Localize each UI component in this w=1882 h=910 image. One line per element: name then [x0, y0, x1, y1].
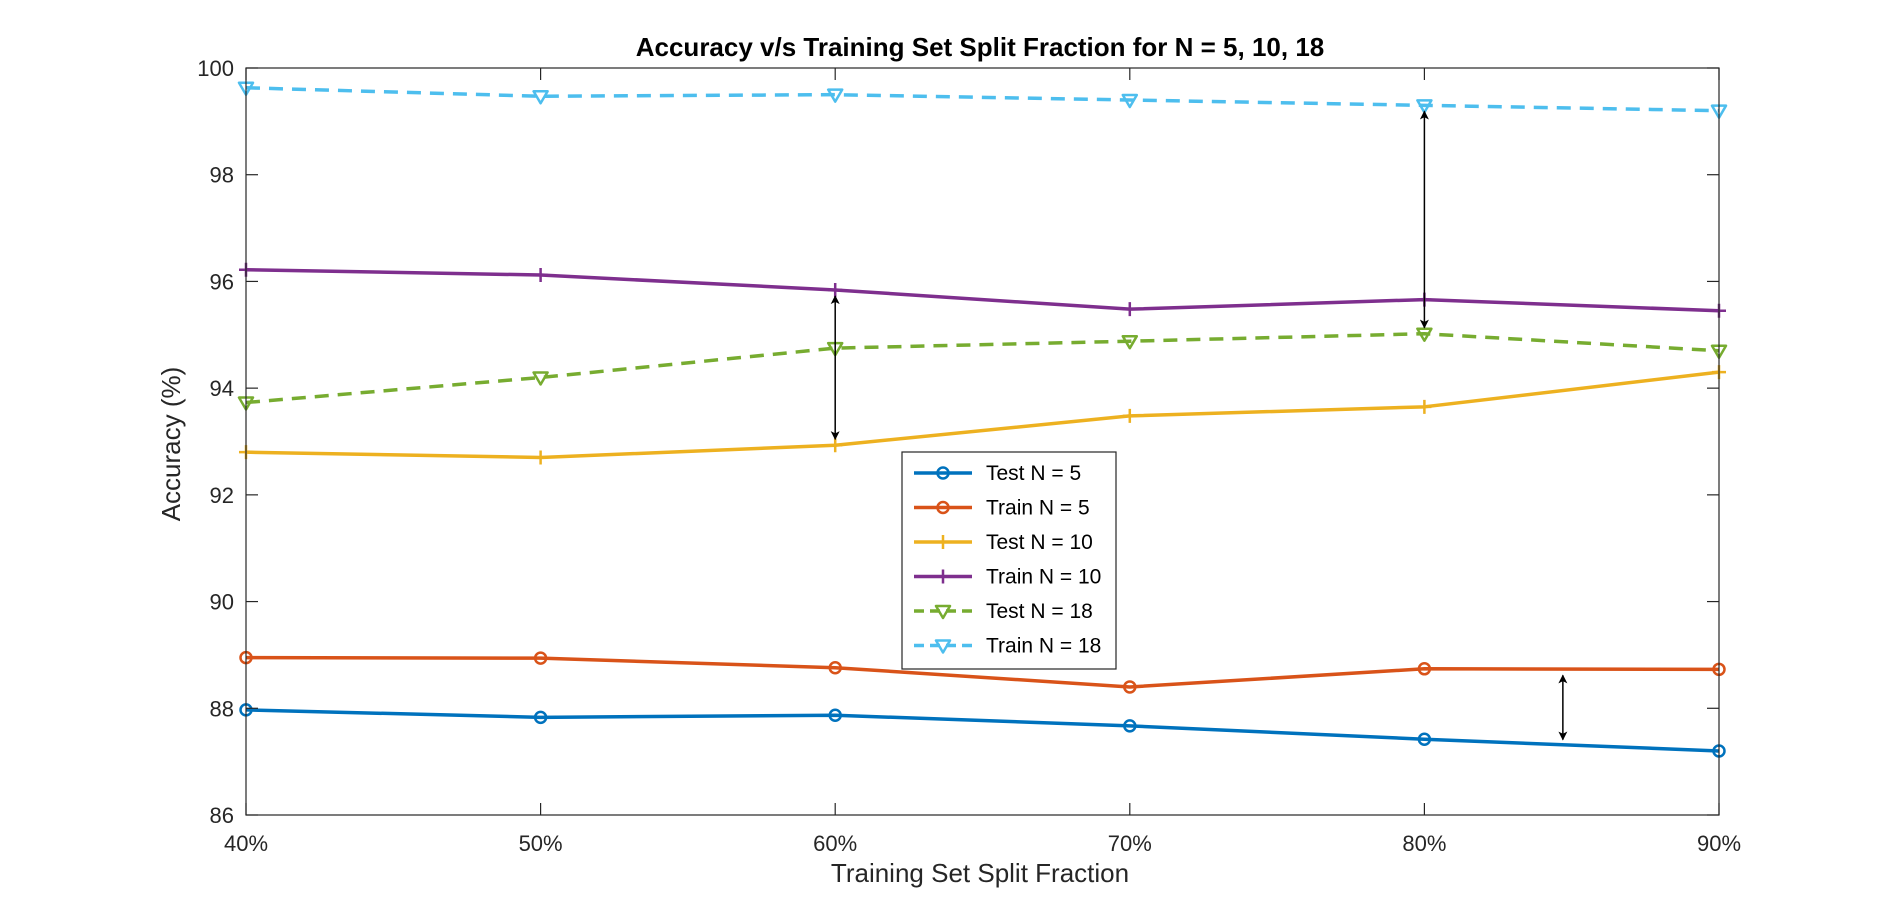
legend-label: Train N = 18: [986, 635, 1101, 658]
y-tick-label: 94: [210, 376, 234, 401]
legend-box: [901, 451, 1117, 670]
data-point: [533, 450, 548, 465]
data-point: [828, 282, 843, 297]
series-train-n-10: [239, 262, 1726, 318]
data-point: [828, 438, 843, 453]
series-line: [245, 267, 1720, 313]
series-test-n-10: [239, 365, 1726, 465]
y-axis-title: Accuracy (%): [156, 367, 186, 522]
data-point: [828, 708, 842, 722]
plot-area: [237, 81, 1728, 758]
series-test-n-5: [239, 703, 1726, 758]
legend-entry: Train N = 10: [914, 566, 1101, 589]
y-tick-label: 100: [197, 56, 234, 81]
series-line: [245, 655, 1720, 689]
axes-box: [245, 67, 1720, 816]
legend-label: Train N = 10: [986, 566, 1101, 589]
data-point: [533, 268, 548, 283]
y-tick-label: 86: [210, 803, 234, 828]
data-point: [1417, 662, 1432, 676]
legend-marker: [936, 500, 950, 515]
legend-entry: Train N = 18: [914, 635, 1101, 658]
data-point: [532, 371, 549, 386]
legend-entry: Test N = 10: [914, 531, 1093, 554]
x-tick-label: 40%: [224, 831, 268, 856]
series-line: [245, 85, 1720, 113]
series-line: [245, 708, 1720, 753]
data-point: [1122, 408, 1137, 423]
data-point: [1123, 719, 1137, 733]
x-tick-label: 90%: [1697, 831, 1741, 856]
data-point: [1417, 399, 1432, 414]
data-point: [1122, 302, 1137, 317]
y-tick-label: 88: [210, 696, 234, 721]
legend-marker: [936, 569, 950, 584]
data-point: [533, 710, 548, 725]
series-line: [245, 331, 1720, 405]
legend: Test N = 5 Train N = 5 Test N = 10 Train N …: [901, 451, 1117, 670]
data-point: [1416, 99, 1433, 114]
data-point: [1121, 334, 1139, 350]
legend-marker: [936, 535, 950, 549]
series-line: [245, 370, 1720, 460]
chart-title: Accuracy v/s Training Set Split Fraction…: [636, 32, 1325, 62]
legend-label: Test N = 10: [986, 531, 1093, 554]
legend-label: Test N = 5: [986, 462, 1081, 485]
axes: 86 88 90 92 94 96 98 100 40% 50% 60% 70% 80% 90%: [197, 56, 1741, 856]
data-point: [532, 90, 549, 105]
legend-entry: Train N = 5: [914, 497, 1090, 520]
legend-marker: [936, 466, 950, 480]
annotations: [830, 110, 1568, 741]
y-tick-label: 92: [210, 483, 234, 508]
data-point: [1416, 327, 1433, 342]
y-tick-label: 90: [210, 590, 234, 615]
data-point: [533, 651, 548, 665]
data-point: [1121, 93, 1139, 109]
y-tick-label: 96: [210, 269, 234, 294]
legend-entry: Test N = 18: [914, 600, 1093, 623]
data-point: [826, 88, 844, 103]
y-tick-label: 98: [210, 163, 234, 188]
x-tick-label: 60%: [813, 831, 857, 856]
legend-label: Test N = 18: [986, 600, 1093, 623]
x-tick-label: 50%: [519, 831, 563, 856]
legend-marker: [934, 639, 952, 654]
x-tick-label: 70%: [1108, 831, 1152, 856]
data-point: [1417, 732, 1432, 746]
legend-entry: Test N = 5: [914, 462, 1081, 485]
data-point: [828, 660, 842, 675]
legend-marker: [934, 604, 952, 620]
series-train-n-18: [237, 81, 1728, 119]
data-point: [1123, 680, 1137, 694]
x-tick-label: 80%: [1402, 831, 1446, 856]
x-axis-title: Training Set Split Fraction: [831, 858, 1129, 888]
legend-label: Train N = 5: [986, 497, 1090, 520]
